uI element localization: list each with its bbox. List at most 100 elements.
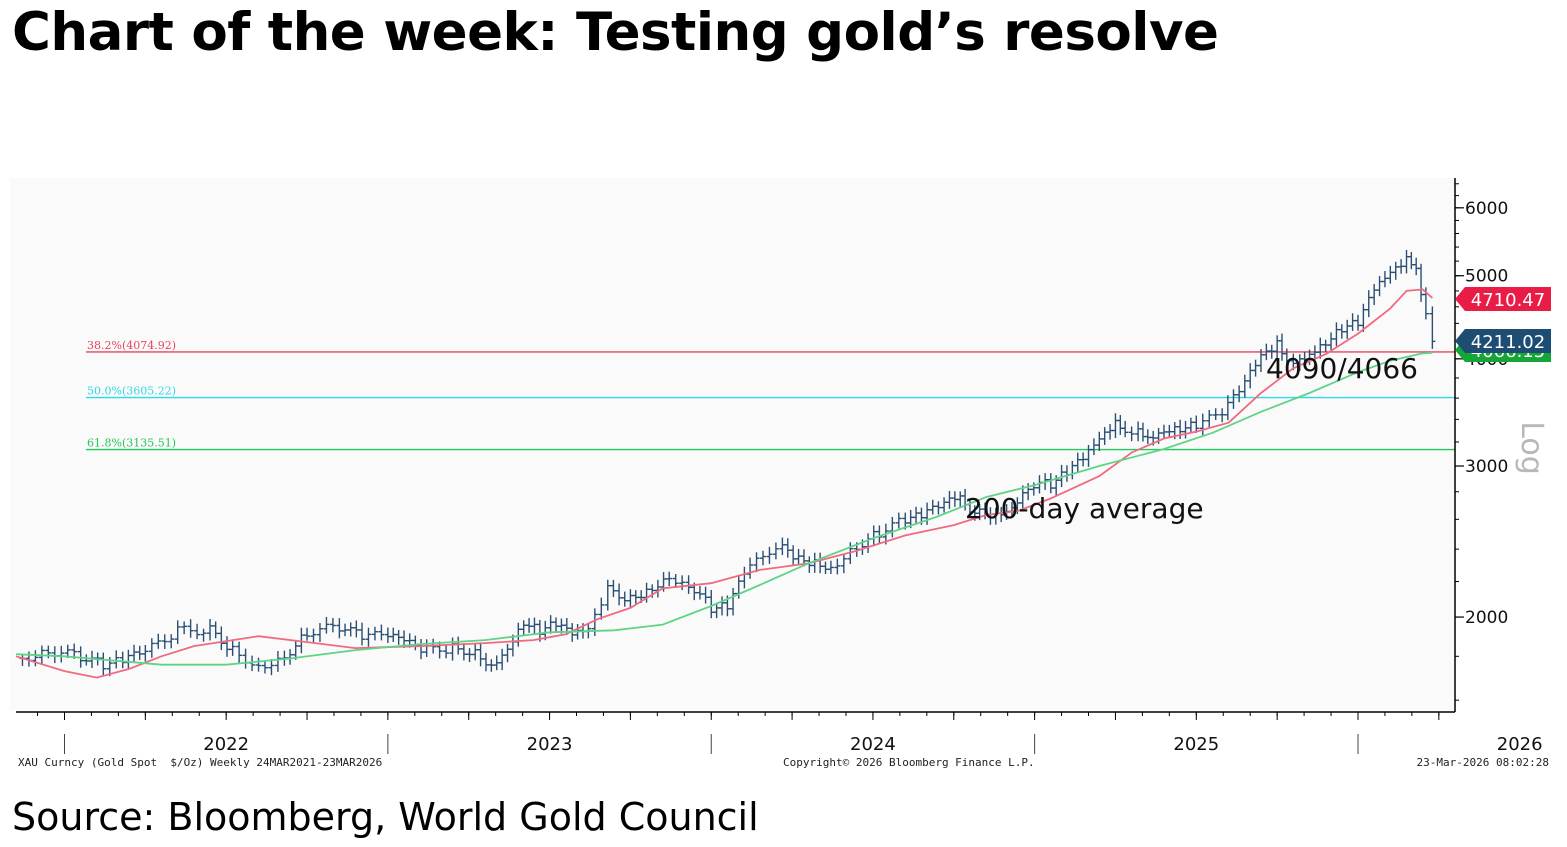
price-bar (310, 628, 317, 644)
price-bar (113, 650, 120, 669)
price-bar (616, 583, 623, 606)
price-bar (168, 634, 175, 649)
price-bar (365, 627, 372, 647)
price-bar (827, 560, 834, 574)
y-tick-label: 3000 (1465, 457, 1508, 477)
fib-label: 61.8%(3135.51) (87, 437, 176, 450)
log-scale-label: Log (1514, 421, 1549, 475)
price-bar (229, 639, 236, 656)
price-bar (685, 575, 692, 594)
price-bar (83, 654, 90, 666)
price-bar (666, 571, 673, 587)
price-bar (654, 579, 661, 598)
price-bar (174, 620, 181, 645)
price-bar (148, 638, 155, 658)
ma200-annotation: 200-day average (965, 492, 1204, 525)
price-bar (679, 575, 686, 591)
y-axis: 20003000400050006000 (1455, 183, 1508, 701)
price-bar (119, 651, 126, 669)
last-price-badge: 4211.02 (1455, 329, 1551, 353)
ma200-line (15, 351, 1433, 666)
short-ma-line (15, 288, 1433, 679)
price-bar (131, 644, 138, 664)
price-bar (100, 652, 107, 676)
price-bar (621, 591, 628, 607)
price-bar (766, 546, 773, 564)
last-price-badge-value: 4211.02 (1471, 332, 1545, 353)
price-bar (223, 636, 230, 657)
price-bar (142, 644, 149, 662)
price-bar (1224, 395, 1231, 421)
price-bar (261, 660, 268, 674)
price-bar (772, 542, 779, 560)
short-ma-badge-value: 4710.47 (1471, 290, 1545, 311)
price-bar (895, 512, 902, 529)
x-tick-label: 2025 (1173, 734, 1219, 755)
price-bar (207, 618, 214, 641)
price-bar (1199, 413, 1206, 436)
price-bar (834, 558, 841, 575)
price-bar (161, 634, 168, 650)
price-bar (1283, 348, 1290, 366)
price-bar (255, 657, 262, 672)
x-tick-label: 2022 (203, 734, 249, 755)
price-bar (329, 618, 336, 633)
price-bar (200, 628, 207, 642)
price-bar (268, 659, 275, 676)
chart-copyright: Copyright© 2026 Bloomberg Finance L.P. (783, 756, 1035, 769)
price-bars (19, 249, 1436, 677)
price-bar (759, 550, 766, 566)
price-bar (443, 644, 450, 659)
fib-label: 50.0%(3605.22) (87, 385, 176, 398)
x-tick-label: 2024 (850, 734, 896, 755)
price-bar (347, 622, 354, 637)
price-bar (1219, 408, 1226, 423)
short-ma-badge-shape (1455, 287, 1551, 311)
moving-averages (15, 288, 1433, 679)
y-tick-label: 5000 (1465, 267, 1508, 287)
price-bar (323, 617, 330, 634)
price-bar (1429, 306, 1436, 349)
price-bar (840, 553, 847, 574)
price-bar (1128, 426, 1135, 442)
price-bar (212, 621, 219, 639)
x-axis: 2022 2023 2024 2025 2026 (37, 712, 1543, 755)
price-bar (924, 502, 931, 525)
price-bar (342, 623, 349, 637)
price-bar (1236, 385, 1243, 403)
price-bar (1230, 389, 1237, 409)
chart-security-title: XAU Curncy (Gold Spot $/Oz) Weekly 24MAR… (18, 756, 382, 769)
support-annotation: 4090/4066 (1266, 352, 1418, 385)
price-bar (218, 626, 225, 651)
price-bar (136, 645, 143, 661)
price-bar (181, 621, 188, 635)
price-bar (466, 648, 473, 663)
price-bar (236, 641, 243, 663)
price-bar (929, 499, 936, 515)
price-bar (371, 626, 378, 641)
fib-label: 38.2%(4074.92) (87, 339, 176, 352)
gold-price-chart: 38.2%(4074.92) 50.0%(3605.22) 61.8%(3135.5… (15, 178, 1551, 769)
price-bar (730, 588, 737, 616)
price-bar (672, 574, 679, 588)
price-bar (1206, 409, 1213, 429)
price-bar (336, 618, 343, 639)
price-bar (298, 627, 305, 654)
price-bar (604, 579, 611, 611)
price-bar (610, 579, 617, 598)
price-bar (155, 633, 162, 649)
price-bar (274, 651, 281, 672)
y-tick-label: 2000 (1465, 608, 1508, 628)
x-tick-label: 2026 (1497, 734, 1543, 755)
price-bar (32, 650, 39, 667)
price-bar (378, 624, 385, 641)
price-bar (304, 627, 311, 641)
last-price-badge-shape (1455, 329, 1551, 353)
chart-timestamp: 23-Mar-2026 08:02:28 (1417, 756, 1549, 769)
price-bar (935, 501, 942, 515)
price-bar (598, 597, 605, 620)
source-note: Source: Bloomberg, World Gold Council (12, 795, 759, 839)
price-bar (702, 586, 709, 604)
price-bar (359, 622, 366, 646)
price-bar (292, 639, 299, 660)
